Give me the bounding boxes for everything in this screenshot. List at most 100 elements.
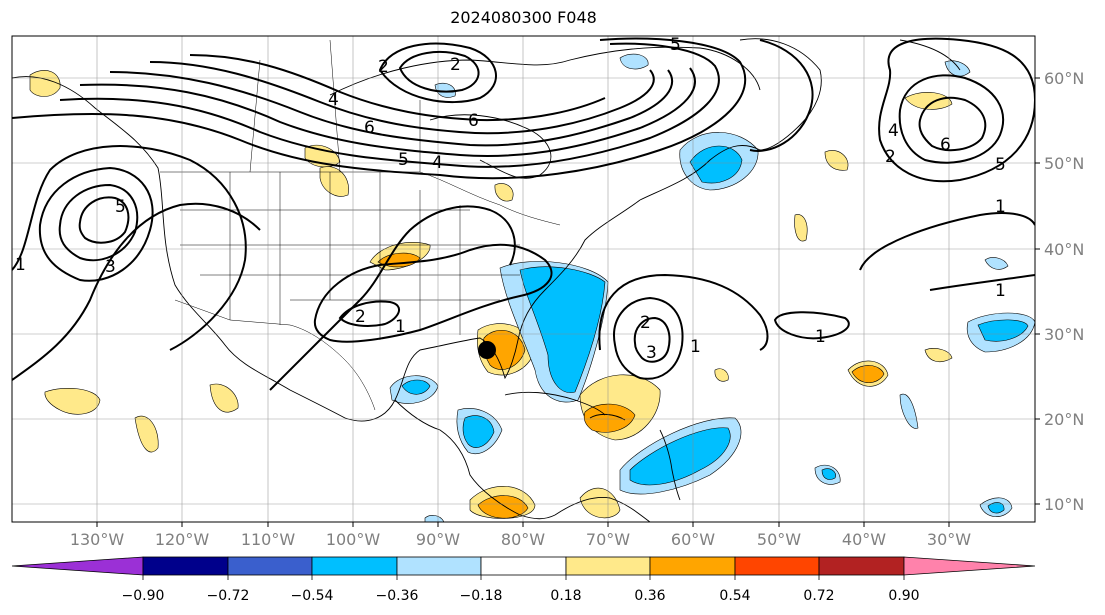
- contour-jet-2: [59, 42, 720, 168]
- shade-blue-atl5: [987, 502, 1005, 514]
- contour-jet-4: [109, 69, 674, 147]
- contour-label: 5: [670, 35, 681, 55]
- shade-yellow-greenland: [904, 92, 953, 110]
- contour-conus-2: [338, 300, 400, 327]
- contour-label: 2: [355, 307, 366, 327]
- contour-label: 3: [646, 343, 657, 363]
- lat-label: 50°N: [1044, 154, 1084, 173]
- lon-label: 110°W: [241, 530, 296, 549]
- contour-label: 2: [640, 313, 651, 333]
- contour-label: 1: [995, 197, 1006, 217]
- colorbar-segment: [11, 556, 144, 576]
- shade-blue-atl4: [821, 468, 836, 480]
- lat-label: 10°N: [1044, 495, 1084, 514]
- coast-central-america: [394, 399, 556, 520]
- colorbar-tick-label: −0.90: [122, 588, 165, 604]
- coast-hudson: [429, 114, 552, 179]
- shade-orange-carib: [583, 403, 636, 433]
- colorbar-segment: [818, 556, 905, 576]
- colorbar-segment: [565, 556, 651, 576]
- lat-label: 20°N: [1044, 410, 1084, 429]
- tick-marks: [96, 77, 1040, 527]
- lat-label: 30°N: [1044, 325, 1084, 344]
- lon-label-group: 130°W 120°W 110°W 100°W 90°W 80°W 70°W 6…: [70, 530, 971, 549]
- contour-label: 1: [815, 327, 826, 347]
- contour-atl-south: [859, 212, 1035, 271]
- colorbar-tick-label: −0.18: [460, 588, 503, 604]
- lon-label: 90°W: [416, 530, 460, 549]
- shade-blue-gulf: [401, 379, 431, 395]
- coast-northeast: [639, 145, 761, 201]
- contour-atl-south2: [929, 274, 1035, 291]
- coast-north-america-west: [12, 76, 346, 419]
- shade-lblue-pac: [424, 515, 445, 522]
- lon-label: 120°W: [155, 530, 210, 549]
- colorbar-segment: [311, 556, 398, 576]
- coast-arctic: [329, 46, 761, 96]
- colorbar-tick-label: 0.18: [550, 588, 581, 604]
- colorbar-tick-label: 0.54: [719, 588, 750, 604]
- border-us-mexico: [174, 299, 376, 411]
- contour-label: 4: [432, 153, 443, 173]
- contour-north-loop2: [398, 51, 480, 93]
- lon-label: 130°W: [70, 530, 125, 549]
- shade-yellow-car2: [714, 368, 729, 382]
- map-title: 2024080300 F048: [450, 8, 597, 27]
- shade-yellow-pac2: [209, 383, 239, 413]
- lon-label: 100°W: [326, 530, 381, 549]
- contour-low-atl2: [633, 316, 671, 363]
- contour-pac-high2: [58, 183, 139, 262]
- shade-blue-atlcoast: [519, 266, 606, 393]
- contour-label: 5: [398, 150, 409, 170]
- contour-label: 1: [15, 255, 26, 275]
- colorbar-segment: [734, 556, 820, 576]
- shade-yellow-ne: [494, 183, 514, 202]
- shade-blue-carib: [462, 415, 495, 448]
- shade-lblue-greenland: [944, 60, 971, 77]
- colorbar-segment: [227, 556, 313, 576]
- lon-label: 50°W: [757, 530, 801, 549]
- shade-yellow-sa: [579, 487, 621, 519]
- shade-orange-atl: [851, 365, 885, 384]
- contour-atl-big3: [918, 96, 987, 152]
- colorbar-tick-label: −0.54: [291, 588, 334, 604]
- contour-label: 3: [105, 257, 116, 277]
- contour-label: 2: [450, 55, 461, 75]
- storm-position-dot: [478, 341, 496, 359]
- shade-yellow-pac3: [134, 415, 159, 453]
- colorbar-tick-label: 0.36: [634, 588, 665, 604]
- coast-gulf: [344, 199, 641, 422]
- shade-lblue-greenland2: [434, 82, 456, 98]
- contour-label: 1: [395, 317, 406, 337]
- colorbar-tick-label: 0.72: [803, 588, 834, 604]
- contour-label-group: 1 3 5 2 1 2 3 1 1 1 1 2 4 6 5 6 4 5 6 4 …: [15, 35, 1006, 363]
- contour-pac-outer: [12, 145, 247, 351]
- contour-north-loop: [378, 42, 497, 104]
- coast-greenland: [739, 38, 822, 151]
- contour-conus-3: [269, 205, 516, 391]
- colorbar-tick-label: 0.90: [888, 588, 919, 604]
- contour-jet-6: [189, 54, 606, 122]
- colorbar-label-group: −0.90 −0.72 −0.54 −0.36 −0.18 0.18 0.36 …: [122, 588, 920, 604]
- shade-blue-tropatl: [629, 427, 731, 486]
- contour-atl-big: [878, 37, 1035, 183]
- shade-blue-atl3: [977, 319, 1029, 342]
- lon-label: 60°W: [671, 530, 715, 549]
- contour-pac-high: [38, 166, 154, 282]
- shade-yellow-lab: [824, 150, 849, 171]
- contour-label: 6: [468, 111, 479, 131]
- contour-atl-big2: [898, 74, 1005, 164]
- shade-lblue-atl7: [984, 257, 1009, 270]
- colorbar-segment: [396, 556, 482, 576]
- shading-layer: [29, 53, 1035, 522]
- shade-yellow-pac1: [44, 387, 101, 415]
- contour-low-atl: [613, 296, 684, 380]
- contour-jet-5: [149, 61, 655, 135]
- colorbar: [11, 556, 1036, 580]
- contour-label: 1: [690, 337, 701, 357]
- border-canada-1: [249, 59, 261, 173]
- colorbar-segment: [142, 556, 229, 576]
- shade-yellow-atl3: [924, 348, 953, 363]
- contour-label: 1: [995, 281, 1006, 301]
- shade-lblue-hudson: [619, 53, 649, 70]
